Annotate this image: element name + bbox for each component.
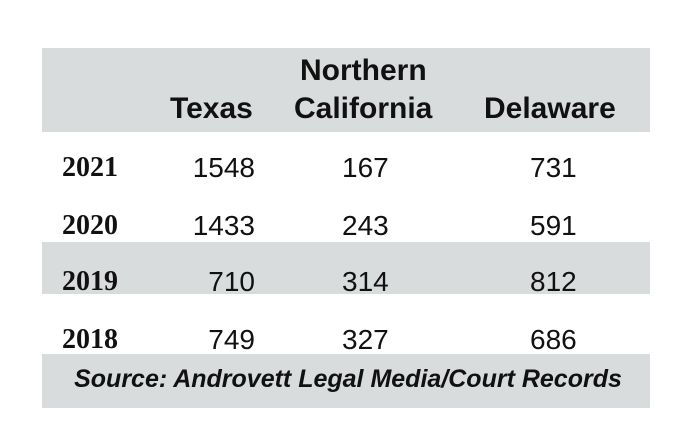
column-header-northern-california-line1: Northern [300,54,427,87]
cell-northern-california: 243 [342,210,389,241]
cell-northern-california: 314 [342,266,389,297]
column-header-delaware: Delaware [484,92,616,125]
cell-texas: 1548 [192,152,255,183]
cell-northern-california: 167 [342,152,389,183]
cell-delaware: 686 [530,324,577,355]
cell-northern-california: 327 [342,324,389,355]
cell-delaware: 812 [530,266,577,297]
cell-delaware: 591 [530,210,577,241]
row-band-2020 [42,242,650,294]
row-label-year: 2018 [62,324,118,355]
cell-texas: 710 [208,266,255,297]
column-header-northern-california-line2: California [294,92,433,125]
source-caption: Source: Androvett Legal Media/Court Reco… [74,365,622,393]
row-label-year: 2021 [62,152,118,183]
row-label-year: 2019 [62,266,118,297]
cell-delaware: 731 [530,152,577,183]
column-header-texas: Texas [170,92,253,125]
row-label-year: 2020 [62,210,118,241]
row-band-2018 [42,354,650,408]
cell-texas: 749 [208,324,255,355]
cell-texas: 1433 [192,210,255,241]
table-header-band [42,48,650,132]
